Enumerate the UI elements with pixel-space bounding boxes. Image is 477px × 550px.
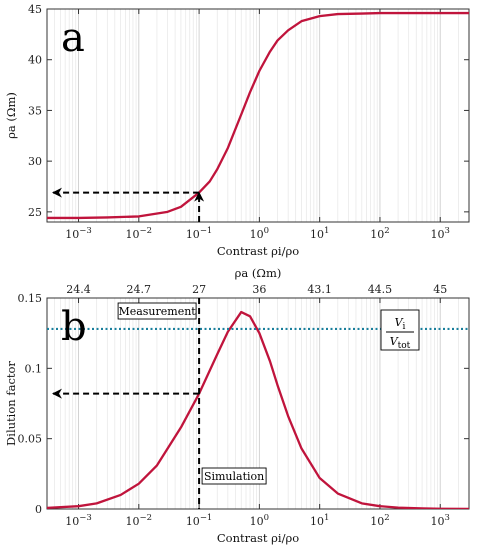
axes-box (46, 297, 470, 510)
x-tick-label: 10−1 (186, 513, 213, 528)
top-axis-label: ρa (Ωm) (235, 266, 282, 280)
y-tick-label: 25 (28, 206, 42, 219)
panel-b: 10−3 10−2 10−1 100 101 102 103 0 0.05 0.1 0.15 Cont… (4, 266, 470, 545)
ratio-box (380, 309, 420, 351)
top-tick-label: 45 (433, 283, 447, 296)
plot-area (47, 9, 469, 222)
x-axis-label: Contrast ρi/ρo (217, 244, 299, 258)
panel-letter: a (61, 15, 85, 61)
panel-a: 10−3 10−2 10−1 100 101 102 103 25 30 35 40 45 Contra… (4, 3, 470, 258)
x-tick-label: 103 (431, 226, 450, 241)
ratio-denominator: Vtot (390, 335, 411, 351)
top-tick-label: 44.5 (368, 283, 393, 296)
x-axis-label: Contrast ρi/ρo (217, 531, 299, 545)
x-tick-label: 101 (310, 226, 329, 241)
top-tick-label: 36 (252, 283, 266, 296)
x-tick-label: 10−1 (186, 226, 213, 241)
y-tick-label: 0.05 (18, 433, 43, 446)
x-tick-label: 101 (310, 513, 329, 528)
series-line (47, 11, 469, 220)
x-tick-label: 10−3 (65, 226, 92, 241)
axes-box (46, 8, 470, 223)
grid (46, 9, 470, 222)
y-tick-label: 45 (28, 3, 42, 16)
measurement-label: Measurement (118, 305, 196, 318)
ratio-numerator: Vi (395, 316, 406, 332)
y-tick-label: 40 (28, 54, 42, 67)
panel-letter: b (61, 304, 87, 350)
y-tick-label: 0.15 (18, 292, 43, 305)
y-tick-label: 0.1 (25, 362, 43, 375)
x-tick-label: 10−2 (126, 513, 153, 528)
y-axis-label: ρa (Ωm) (4, 92, 18, 139)
x-tick-label: 10−2 (126, 226, 153, 241)
top-tick-label: 24.4 (66, 283, 91, 296)
y-axis-label: Dilution factor (4, 361, 18, 446)
x-tick-label: 10−3 (65, 513, 92, 528)
simulation-label: Simulation (204, 470, 264, 483)
series-line (47, 310, 469, 509)
x-tick-label: 100 (250, 513, 269, 528)
top-tick-label: 43.1 (307, 283, 332, 296)
x-tick-label: 103 (431, 513, 450, 528)
x-tick-label: 100 (250, 226, 269, 241)
top-tick-label: 27 (192, 283, 206, 296)
y-tick-label: 30 (28, 155, 42, 168)
y-tick-label: 0 (35, 503, 42, 516)
simulation-box (201, 467, 267, 485)
x-tick-label: 102 (370, 513, 389, 528)
y-tick-label: 35 (28, 104, 42, 117)
x-tick-label: 102 (370, 226, 389, 241)
measurement-box (117, 302, 197, 320)
top-tick-label: 24.7 (127, 283, 152, 296)
